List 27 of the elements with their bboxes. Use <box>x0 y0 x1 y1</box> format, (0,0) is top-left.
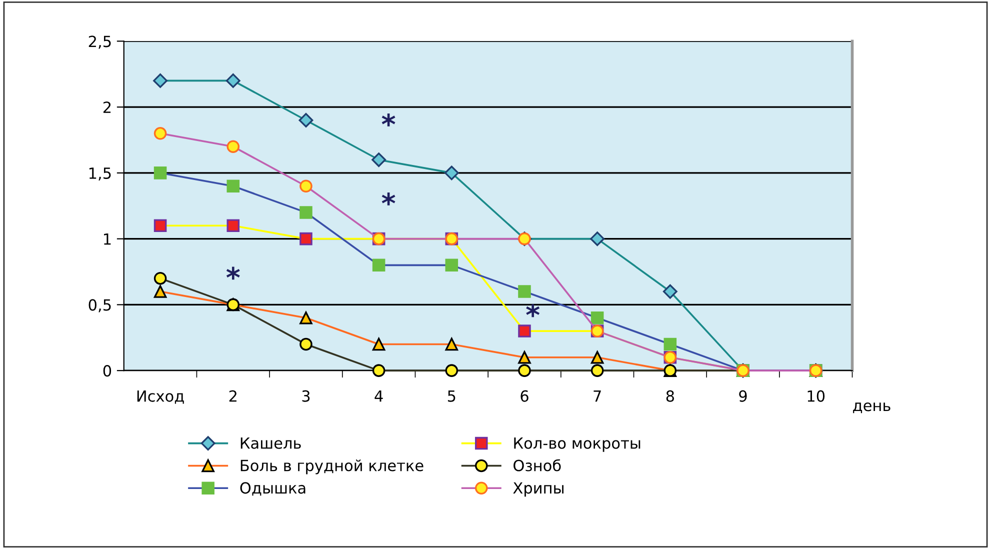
legend-label: Хрипы <box>513 482 564 497</box>
legend-label: Озноб <box>514 459 561 472</box>
annotation: * <box>526 304 540 318</box>
annotation: * <box>382 192 396 206</box>
x-tick-label: 4 <box>374 390 383 402</box>
x-tick-label: Исход <box>137 390 184 404</box>
y-tick-label: 2,5 <box>88 36 111 49</box>
x-tick-label: 6 <box>520 390 528 402</box>
y-tick-label: 2 <box>103 102 111 113</box>
legend-label: Кол-во мокроты <box>514 438 640 452</box>
x-tick-label: 10 <box>808 390 825 402</box>
y-tick-label: 0,5 <box>88 299 111 312</box>
x-tick-label: 2 <box>229 390 236 402</box>
x-tick-label: 8 <box>666 390 674 402</box>
y-tick-label: 0 <box>103 365 112 377</box>
legend-label: Боль в грудной клетке <box>240 460 424 474</box>
legend-label: Кашель <box>240 438 301 449</box>
legend-label: Одышка <box>240 482 306 496</box>
x-tick-label: 7 <box>594 390 601 402</box>
y-tick-label: 1,5 <box>89 168 111 181</box>
x-axis-title: день <box>853 402 890 414</box>
y-tick-label: 1 <box>104 233 111 245</box>
x-tick-label: 3 <box>302 390 310 402</box>
annotation: * <box>382 113 396 126</box>
annotation: * <box>226 266 240 280</box>
x-tick-label: 5 <box>448 390 456 402</box>
x-tick-label: 9 <box>739 390 747 402</box>
